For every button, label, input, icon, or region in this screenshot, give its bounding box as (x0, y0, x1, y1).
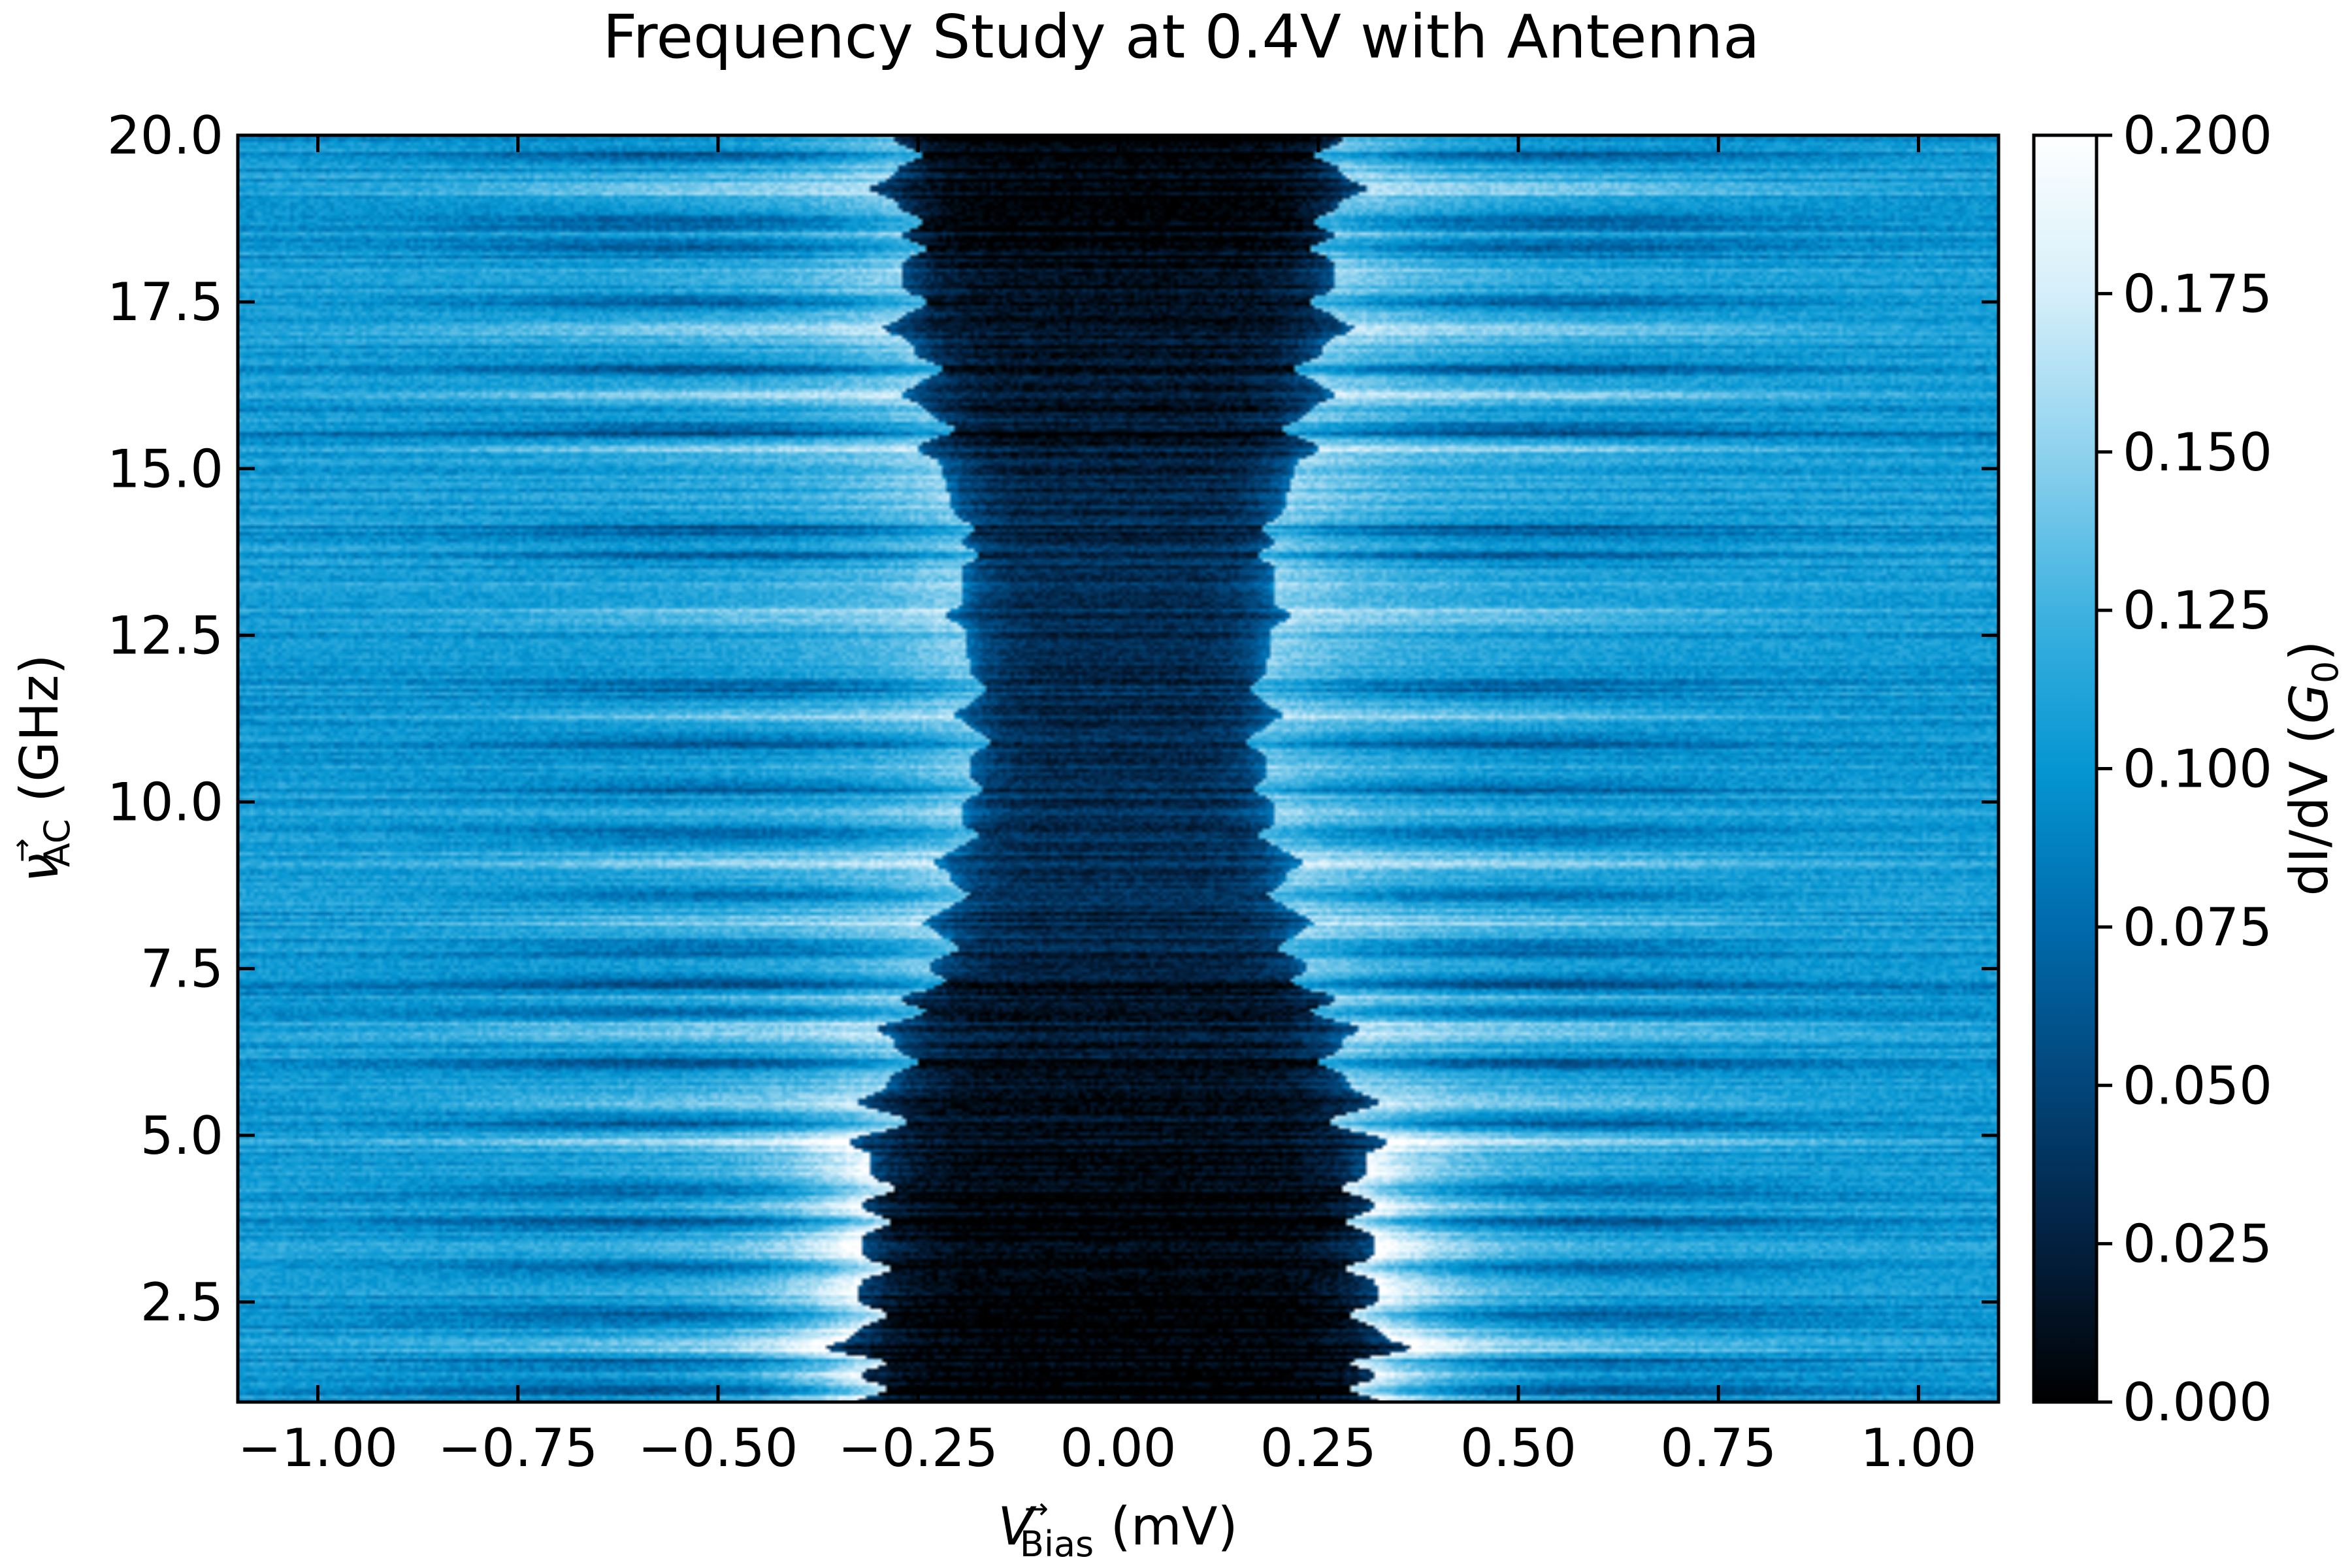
colorbar-tick-label: 0.000 (2123, 1372, 2272, 1433)
colorbar-scale (2032, 133, 2099, 1404)
colorbar-label-suffix: ) (2279, 640, 2340, 661)
x-axis-symbol: V (998, 1496, 1037, 1557)
x-tick-label: 1.00 (1860, 1418, 1976, 1478)
y-axis-label: ν→AC (GHz) (5, 654, 78, 882)
x-axis-label: V→ Bias (mV) (998, 1492, 1237, 1565)
x-tick-label: −0.50 (638, 1418, 798, 1478)
colorbar-tick-label: 0.025 (2123, 1214, 2272, 1275)
y-axis-arrow: → (5, 838, 39, 862)
y-tick-label: 17.5 (107, 272, 223, 333)
colorbar-tick-label: 0.175 (2123, 263, 2272, 324)
heatmap-image (238, 135, 1999, 1402)
x-tick-label: 0.50 (1460, 1418, 1576, 1478)
y-tick-label: 20.0 (107, 105, 223, 166)
x-axis-subscript: Bias (1020, 1524, 1094, 1565)
x-axis-arrow: → (1024, 1492, 1049, 1526)
colorbar-tick-label: 0.150 (2123, 422, 2272, 483)
y-axis-unit: (GHz) (9, 654, 70, 819)
x-tick-label: −1.00 (238, 1418, 398, 1478)
y-axis-ticks: 2.5 5.0 7.5 10.0 12.5 15.0 17.5 20.0 (107, 105, 1999, 1333)
y-tick-label: 7.5 (140, 939, 223, 1000)
x-tick-label: 0.75 (1660, 1418, 1776, 1478)
x-tick-label: −0.25 (838, 1418, 998, 1478)
colorbar-tick-label: 0.125 (2123, 580, 2272, 641)
colorbar-label-prefix: dI/dV ( (2279, 724, 2340, 896)
colorbar-label-symbol: G (2279, 683, 2340, 724)
colorbar-tick-label: 0.075 (2123, 897, 2272, 958)
colorbar-ticks: 0.000 0.025 0.050 0.075 0.100 0.125 0.150 0.175… (2097, 105, 2272, 1433)
y-axis-symbol: ν (9, 853, 70, 883)
x-axis-unit: (mV) (1094, 1496, 1238, 1557)
y-tick-label: 5.0 (140, 1105, 223, 1166)
colorbar-tick-label: 0.050 (2123, 1055, 2272, 1116)
x-tick-label: 0.00 (1060, 1418, 1176, 1478)
colorbar: 0.000 0.025 0.050 0.075 0.100 0.125 0.150 0.175… (2032, 105, 2346, 1433)
chart-title: Frequency Study at 0.4V with Antenna (603, 2, 1760, 72)
colorbar-label: dI/dV (G0) (2279, 640, 2346, 896)
heatmap-plot (236, 133, 2001, 1404)
y-tick-label: 15.0 (107, 438, 223, 499)
y-tick-label: 10.0 (107, 772, 223, 833)
colorbar-tick-label: 0.100 (2123, 739, 2272, 800)
x-tick-label: −0.75 (438, 1418, 598, 1478)
y-axis-subscript: AC (37, 819, 78, 867)
colorbar-tick-label: 0.200 (2123, 105, 2272, 166)
y-tick-label: 12.5 (107, 605, 223, 666)
y-tick-label: 2.5 (140, 1272, 223, 1333)
x-axis-ticks: −1.00 −0.75 −0.50 −0.25 0.00 0.25 0.50 0.75 1.00 (238, 135, 1977, 1478)
colorbar-label-subscript: 0 (2305, 661, 2346, 683)
x-tick-label: 0.25 (1260, 1418, 1377, 1478)
